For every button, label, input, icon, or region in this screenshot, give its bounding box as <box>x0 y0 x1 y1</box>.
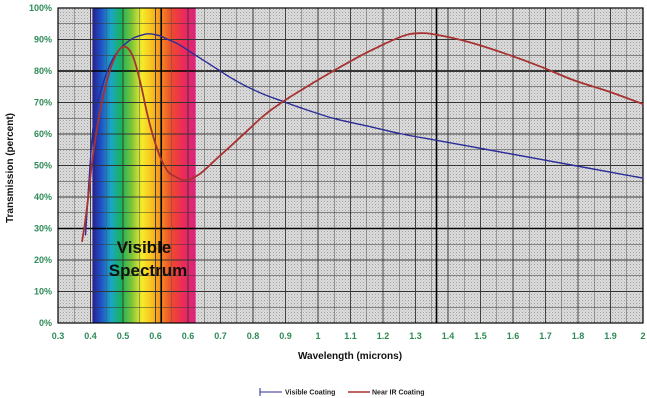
y-tick-label: 0% <box>39 318 52 328</box>
legend-label-visible-coating: Visible Coating <box>285 390 335 397</box>
grid-lines <box>57 7 644 324</box>
y-tick-label: 30% <box>34 224 52 234</box>
legend-label-near-ir-coating: Near IR Coating <box>372 390 425 397</box>
x-tick-label: 1.9 <box>604 331 617 341</box>
y-tick-label: 80% <box>34 66 52 76</box>
y-tick-label: 20% <box>34 255 52 265</box>
y-tick-label: 10% <box>34 287 52 297</box>
series-line-visible-coating <box>84 33 644 236</box>
annotation-line2: Spectrum <box>109 261 187 280</box>
x-tick-label: 1.4 <box>442 331 455 341</box>
x-tick-label: 1.5 <box>474 331 487 341</box>
x-tick-label: 2 <box>640 331 645 341</box>
x-tick-label: 0.6 <box>149 331 162 341</box>
y-tick-label: 50% <box>34 161 52 171</box>
series-lines <box>81 32 644 242</box>
x-tick-label: 1.8 <box>572 331 585 341</box>
annotation-line1: Visible <box>117 238 172 257</box>
y-tick-label: 60% <box>34 129 52 139</box>
x-tick-label: 0.6 <box>182 331 195 341</box>
x-tick-label: 0.7 <box>214 331 227 341</box>
x-tick-label: 1.2 <box>377 331 390 341</box>
x-tick-label: 1.6 <box>507 331 520 341</box>
y-tick-labels: 0% 10% 20% 30% 40% 50% 60% 70% 80% 90% 100% <box>29 3 52 328</box>
x-tick-label: 1.3 <box>409 331 422 341</box>
x-tick-label: 1.7 <box>539 331 552 341</box>
y-tick-label: 100% <box>29 3 52 13</box>
plot-border <box>57 7 644 324</box>
x-tick-label: 0.8 <box>247 331 260 341</box>
x-tick-label: 0.5 <box>117 331 130 341</box>
y-axis-title: Transmission (percent) <box>5 113 16 223</box>
x-tick-label: 1 <box>315 331 320 341</box>
y-tick-label: 90% <box>34 35 52 45</box>
x-tick-label: 0.3 <box>52 331 65 341</box>
x-axis-title: Wavelength (microns) <box>298 351 402 362</box>
x-tick-labels: 0.3 0.4 0.5 0.6 0.6 0.7 0.8 0.9 1 1.1 1.2 1.3 1.4 1.5… <box>52 331 646 341</box>
x-tick-label: 0.9 <box>279 331 292 341</box>
series-line-near-ir-coating <box>81 32 644 242</box>
x-tick-label: 0.4 <box>84 331 97 341</box>
legend: Visible Coating Near IR Coating <box>259 388 425 397</box>
x-tick-label: 1.1 <box>344 331 357 341</box>
y-tick-label: 40% <box>34 192 52 202</box>
y-tick-label: 70% <box>34 98 52 108</box>
